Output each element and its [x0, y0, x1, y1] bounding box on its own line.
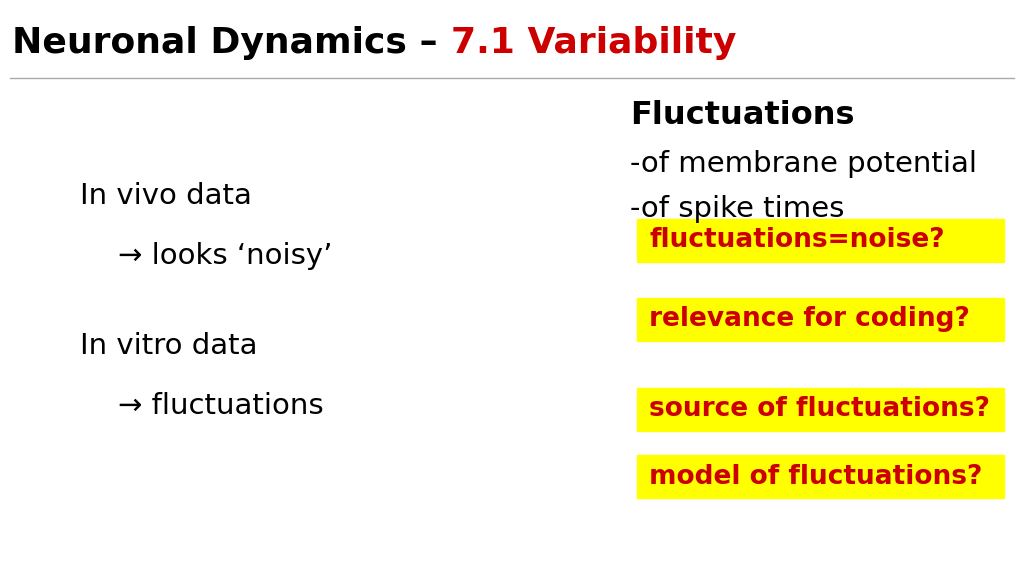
FancyBboxPatch shape [637, 219, 1004, 262]
Text: → fluctuations: → fluctuations [118, 392, 324, 420]
Text: In vitro data: In vitro data [80, 332, 257, 359]
Text: Neuronal Dynamics –: Neuronal Dynamics – [12, 26, 451, 60]
Text: source of fluctuations?: source of fluctuations? [649, 396, 990, 422]
Text: relevance for coding?: relevance for coding? [649, 306, 970, 332]
Text: model of fluctuations?: model of fluctuations? [649, 464, 983, 490]
Text: Fluctuations: Fluctuations [630, 100, 854, 131]
FancyBboxPatch shape [637, 388, 1004, 431]
FancyBboxPatch shape [637, 455, 1004, 498]
FancyBboxPatch shape [637, 298, 1004, 341]
Text: In vivo data: In vivo data [80, 182, 252, 210]
Text: 7.1 Variability: 7.1 Variability [451, 26, 736, 60]
Text: → looks ‘noisy’: → looks ‘noisy’ [118, 242, 332, 270]
Text: -of spike times: -of spike times [630, 195, 844, 222]
Text: -of membrane potential: -of membrane potential [630, 150, 977, 178]
Text: fluctuations=noise?: fluctuations=noise? [649, 228, 945, 253]
